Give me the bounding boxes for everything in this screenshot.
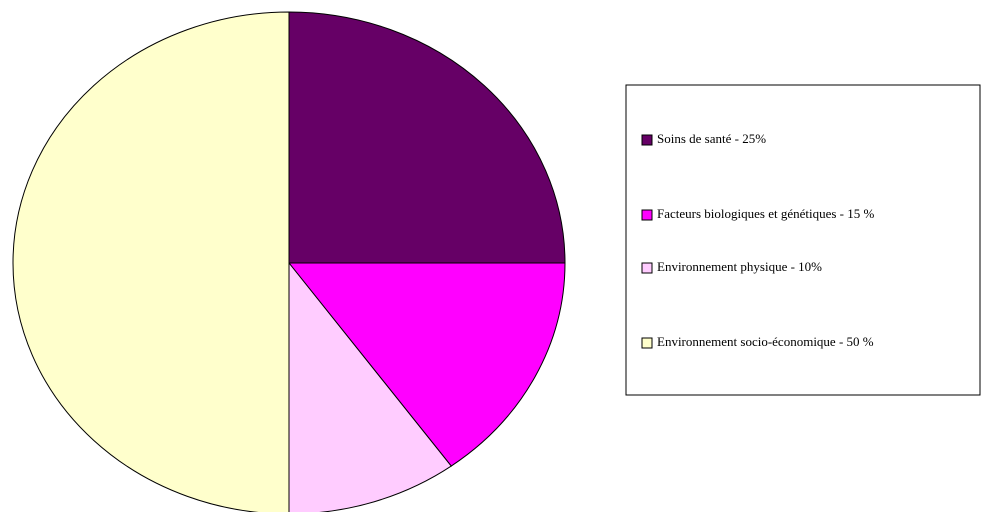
pie-slice [288, 261, 452, 512]
legend-swatch [641, 337, 653, 349]
legend-label: Environnement socio-économique - 50 % [657, 334, 874, 349]
legend-label: Soins de santé - 25% [657, 131, 766, 146]
legend-swatch [641, 262, 653, 274]
legend-label: Facteurs biologiques et génétiques - 15 … [657, 206, 875, 221]
legend-swatch [641, 134, 653, 146]
legend-swatch [641, 209, 653, 221]
legend-box [625, 84, 981, 396]
legend-label: Environnement physique - 10% [657, 259, 822, 274]
pie-slice [287, 262, 566, 467]
pie-slice [288, 11, 566, 264]
pie-slice [12, 11, 290, 512]
